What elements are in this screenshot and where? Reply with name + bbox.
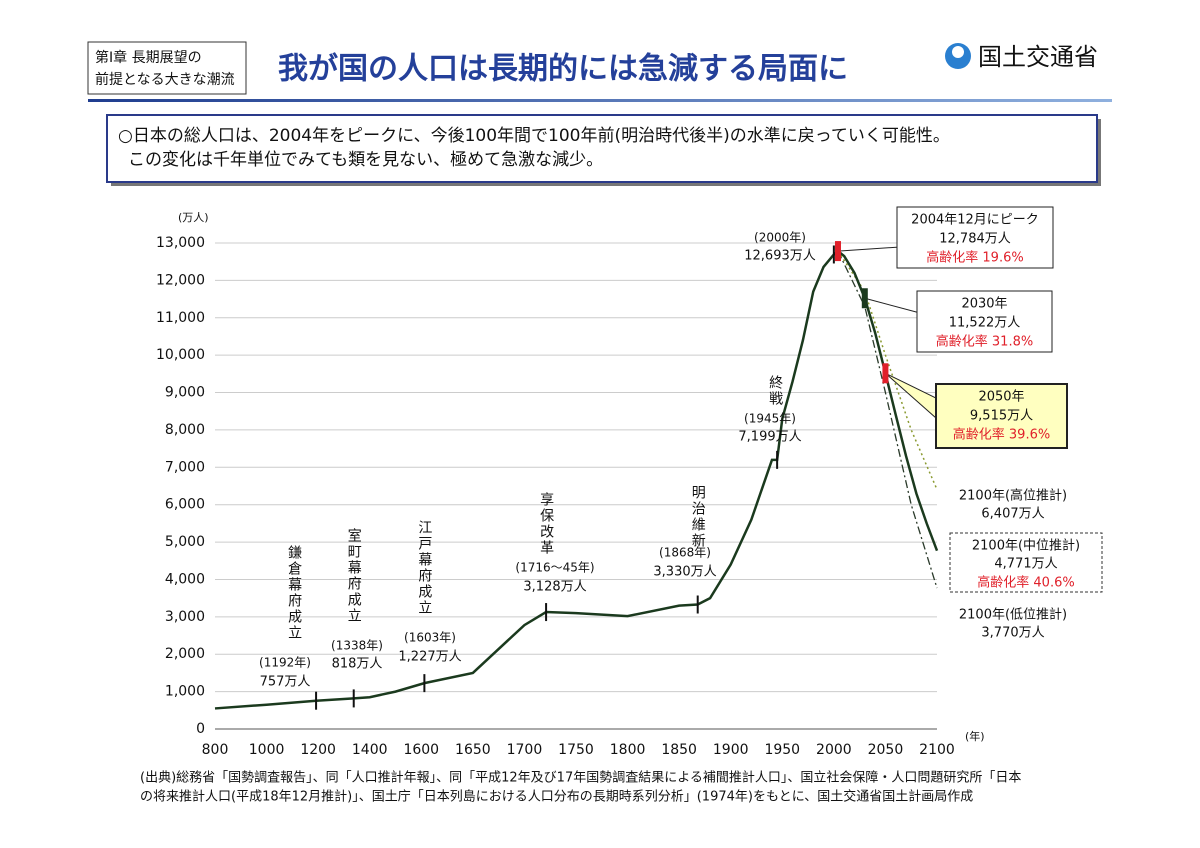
- badge-line: 前提となる大きな潮流: [95, 71, 235, 88]
- projection-head: 2100年(低位推計): [959, 607, 1067, 623]
- y-tick-label: 9,000: [165, 385, 205, 401]
- x-tick-label: 2050: [868, 742, 904, 758]
- header-rule: [88, 99, 1112, 102]
- x-tick-label: 800: [202, 742, 229, 758]
- y-tick-label: 10,000: [156, 347, 205, 363]
- x-tick-label: 2100: [919, 742, 955, 758]
- event-year: (1192年): [259, 656, 311, 670]
- callout-aging: 高齢化率 19.6%: [926, 250, 1023, 266]
- event-label: 享保改革: [538, 491, 554, 556]
- callout-pop: 9,515万人: [970, 409, 1033, 424]
- logo-text: 国土交通省: [978, 43, 1098, 71]
- summary-box: [106, 114, 1098, 183]
- y-tick-label: 13,000: [156, 235, 205, 251]
- callout-pointer: [864, 297, 921, 314]
- callout-marker: [834, 241, 841, 262]
- badge-box: [87, 41, 247, 95]
- callout-box: [916, 290, 1053, 353]
- event-pop: 1,227万人: [398, 650, 461, 665]
- badge-line: 第Ⅰ章 長期展望の: [95, 49, 202, 66]
- event-pop: 3,330万人: [653, 565, 716, 580]
- series-line: [837, 250, 938, 589]
- y-tick-label: 5,000: [165, 534, 205, 550]
- event-label: 終戦: [767, 375, 783, 407]
- y-tick-label: 12,000: [156, 272, 205, 288]
- series-line: [214, 249, 939, 710]
- projection-pop: 4,771万人: [994, 557, 1057, 572]
- event-year: (1338年): [331, 639, 383, 653]
- projection-pop: 3,770万人: [981, 626, 1044, 641]
- callout-head: 2050年: [978, 390, 1024, 405]
- x-tick-label: 1950: [764, 742, 800, 758]
- callout-box: [896, 206, 1054, 269]
- series-line: [837, 250, 938, 490]
- y-tick-label: 11,000: [156, 310, 205, 326]
- summary-line: この変化は千年単位でみても類を見ない、極めて急激な減少。: [128, 150, 603, 170]
- x-unit: (年): [965, 729, 985, 743]
- callout-head: 2030年: [961, 297, 1007, 312]
- event-label: 鎌倉幕府成立: [286, 545, 302, 641]
- projection-head: 2100年(中位推計): [972, 538, 1080, 554]
- y-tick-label: 3,000: [165, 609, 205, 625]
- event-pop: 818万人: [332, 657, 383, 672]
- event-label: 明治維新: [690, 485, 706, 549]
- callout-marker: [882, 363, 889, 384]
- callout-pop: 11,522万人: [949, 316, 1021, 331]
- callout-pop: 12,784万人: [939, 232, 1011, 247]
- x-tick-label: 1850: [661, 742, 697, 758]
- x-tick-label: 1800: [610, 742, 646, 758]
- logo-icon: [952, 46, 964, 58]
- event-year: (2000年): [754, 231, 806, 245]
- event-pop: 12,693万人: [744, 249, 816, 264]
- y-tick-label: 6,000: [165, 497, 205, 513]
- x-tick-label: 1000: [249, 742, 285, 758]
- y-tick-label: 4,000: [165, 571, 205, 587]
- x-tick-label: 1400: [352, 742, 388, 758]
- source-line: (出典)総務省「国勢調査報告」、同「人口推計年報」、同「平成12年及び17年国勢…: [140, 770, 1021, 786]
- callout-box: [935, 383, 1068, 449]
- x-tick-label: 1200: [300, 742, 336, 758]
- callout-aging: 高齢化率 39.6%: [953, 427, 1050, 443]
- y-tick-label: 0: [196, 721, 205, 737]
- event-year: (1716～45年): [515, 561, 594, 575]
- x-tick-label: 1750: [558, 742, 594, 758]
- y-tick-label: 7,000: [165, 459, 205, 475]
- x-tick-label: 1600: [403, 742, 439, 758]
- projection-aging: 高齢化率 40.6%: [977, 575, 1074, 591]
- y-tick-label: 8,000: [165, 422, 205, 438]
- event-pop: 757万人: [260, 675, 311, 690]
- slide-title: 我が国の人口は長期的には急減する局面に: [278, 52, 848, 87]
- projection-box: [949, 532, 1103, 593]
- x-tick-label: 1900: [713, 742, 749, 758]
- event-year: (1603年): [404, 631, 456, 645]
- event-label: 室町幕府成立: [346, 527, 362, 624]
- x-tick-label: 2000: [816, 742, 852, 758]
- event-label: 江戸幕府成立: [416, 520, 432, 616]
- event-pop: 7,199万人: [738, 430, 801, 445]
- projection-pop: 6,407万人: [981, 507, 1044, 522]
- projection-head: 2100年(高位推計): [959, 488, 1067, 504]
- callout-head: 2004年12月にピーク: [911, 213, 1039, 228]
- x-tick-label: 1650: [455, 742, 491, 758]
- x-tick-label: 1700: [507, 742, 543, 758]
- source-line: の将来推計人口(平成18年12月推計)」、国土庁「日本列島における人口分布の長期…: [140, 789, 973, 805]
- callout-pointer: [885, 372, 937, 420]
- y-tick-label: 1,000: [165, 684, 205, 700]
- y-unit: (万人): [178, 211, 209, 224]
- event-pop: 3,128万人: [523, 580, 586, 595]
- summary-line: ○日本の総人口は、2004年をピークに、今後100年間で100年前(明治時代後半…: [118, 126, 950, 146]
- callout-marker: [861, 288, 868, 309]
- event-year: (1945年): [744, 412, 796, 426]
- callout-pointer: [837, 246, 901, 252]
- callout-aging: 高齢化率 31.8%: [936, 334, 1033, 350]
- y-tick-label: 2,000: [165, 646, 205, 662]
- event-year: (1868年): [659, 546, 711, 560]
